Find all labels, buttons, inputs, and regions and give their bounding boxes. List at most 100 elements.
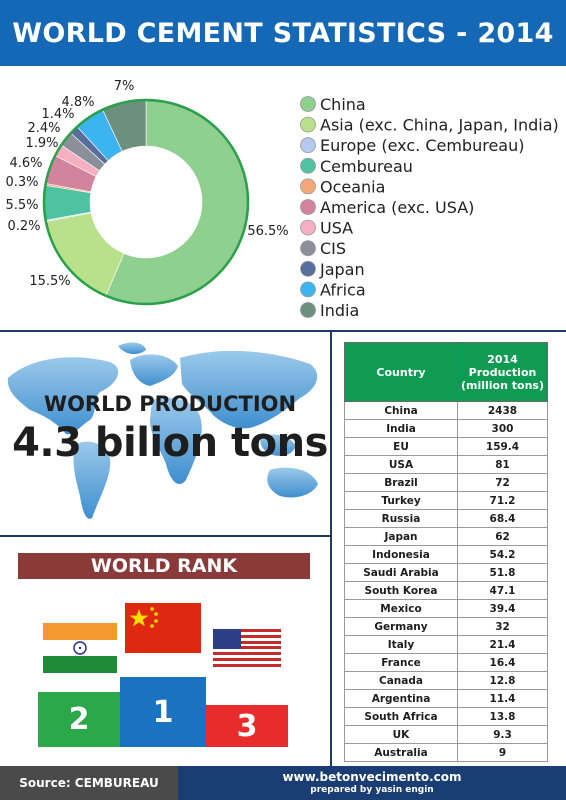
legend-swatch	[300, 260, 316, 277]
table-cell-production: 300	[457, 419, 548, 438]
legend-item-label: USA	[320, 219, 353, 238]
podium-third-number: 3	[236, 708, 258, 744]
china-flag	[125, 603, 201, 653]
table-cell-production: 32	[457, 617, 548, 636]
legend-item-label: CIS	[320, 239, 346, 258]
table-cell-production: 159.4	[457, 437, 548, 456]
table-row: Argentina 11.4	[344, 689, 548, 708]
table-cell-production: 21.4	[457, 635, 548, 654]
table-cell-production: 12.8	[457, 671, 548, 690]
pie-chart: 56.5% 15.5% 0.2% 5.5% 0.3% 4.6% 1.9%2.4%1.4%4.…	[5, 79, 559, 320]
legend-item-label: America (exc. USA)	[320, 198, 474, 217]
section-divider	[0, 330, 566, 332]
table-cell-production: 62	[457, 527, 548, 546]
pie-slice-label: 2.4%	[27, 121, 60, 136]
section-divider	[0, 535, 330, 537]
table-cell-production: 11.4	[457, 689, 548, 708]
pie-outline	[42, 98, 250, 306]
page-title: WORLD CEMENT STATISTICS - 2014	[0, 0, 566, 66]
table-header-line: (million tons)	[460, 378, 544, 392]
podium-third: 3	[206, 705, 288, 747]
pie-slice-label: 0.2%	[7, 219, 40, 234]
legend-item-label: Europe (exc. Cembureau)	[320, 136, 524, 155]
section-divider	[330, 332, 332, 766]
table-row: UK 9.3	[344, 725, 548, 744]
podium-second: 2	[38, 692, 120, 747]
table-cell-country: UK	[344, 725, 458, 744]
pie-slice-label: 56.5%	[247, 224, 288, 239]
pie-slice-label: 15.5%	[29, 274, 70, 289]
table-cell-production: 9	[457, 743, 548, 762]
table-row: Canada 12.8	[344, 671, 548, 690]
table-header-production: 2014 Production (million tons)	[457, 342, 548, 402]
legend-item-label: Oceania	[320, 177, 385, 196]
footer-url[interactable]: www.betonvecimento.com	[282, 770, 462, 784]
legend-item-label: Japan	[319, 260, 365, 279]
table-cell-country: Turkey	[344, 491, 458, 510]
table-cell-production: 51.8	[457, 563, 548, 582]
pie-slice-label: 1.9%	[25, 136, 58, 151]
table-cell-production: 72	[457, 473, 548, 492]
table-row: South Africa 13.8	[344, 707, 548, 726]
production-title: WORLD PRODUCTION	[43, 392, 297, 416]
table-cell-country: India	[344, 419, 458, 438]
table-row: Indonesia 54.2	[344, 545, 548, 564]
table-cell-country: Argentina	[344, 689, 458, 708]
table-row: Mexico 39.4	[344, 599, 548, 618]
table-cell-production: 13.8	[457, 707, 548, 726]
podium-second-number: 2	[68, 702, 90, 737]
table-row: EU 159.4	[344, 437, 548, 456]
table-cell-country: USA	[344, 455, 458, 474]
table-cell-country: Australia	[344, 743, 458, 762]
legend-swatch	[300, 281, 316, 298]
production-table: Country 2014 Production (million tons) C…	[344, 342, 548, 762]
table-row: Australia 9	[344, 743, 548, 762]
table-cell-country: Italy	[344, 635, 458, 654]
table-cell-country: France	[344, 653, 458, 672]
table-row: Italy 21.4	[344, 635, 548, 654]
table-cell-country: Saudi Arabia	[344, 563, 458, 582]
table-header-country: Country	[344, 342, 458, 402]
usa-flag	[213, 629, 281, 667]
legend-swatch	[300, 137, 316, 154]
legend-item-label: China	[320, 95, 366, 114]
table-cell-country: China	[344, 401, 458, 420]
table-cell-country: Germany	[344, 617, 458, 636]
pie-slice-label: 7%	[114, 79, 135, 94]
legend-swatch	[300, 302, 316, 318]
table-cell-country: Japan	[344, 527, 458, 546]
table-row: Saudi Arabia 51.8	[344, 563, 548, 582]
table-header-line: 2014	[487, 352, 518, 366]
footer-prepared-by: prepared by yasin engin	[310, 785, 434, 795]
legend-swatch	[300, 178, 316, 195]
podium-first: 1	[120, 677, 206, 747]
legend-swatch	[300, 199, 316, 215]
table-row: India 300	[344, 419, 548, 438]
rank-title: WORLD RANK	[18, 553, 310, 579]
legend-item-label: Asia (exc. China, Japan, India)	[320, 116, 559, 135]
table-cell-production: 71.2	[457, 491, 548, 510]
table-cell-production: 81	[457, 455, 548, 474]
india-flag	[43, 623, 117, 673]
table-cell-country: EU	[344, 437, 458, 456]
footer-source: Source: CEMBUREAU	[0, 766, 178, 800]
table-row: USA 81	[344, 455, 548, 474]
table-cell-country: Russia	[344, 509, 458, 528]
podium-first-number: 1	[152, 694, 174, 730]
table-cell-country: Canada	[344, 671, 458, 690]
table-cell-country: South Africa	[344, 707, 458, 726]
table-cell-production: 39.4	[457, 599, 548, 618]
legend-swatch	[300, 96, 316, 112]
table-cell-production: 9.3	[457, 725, 548, 744]
table-row: Turkey 71.2	[344, 491, 548, 510]
pie-slice-label: 4.6%	[9, 156, 42, 171]
table-header-row: Country 2014 Production (million tons)	[344, 342, 548, 402]
table-header-line: Production	[468, 365, 537, 379]
pie-slice-label: 1.4%	[41, 107, 74, 122]
table-row: France 16.4	[344, 653, 548, 672]
table-cell-production: 16.4	[457, 653, 548, 672]
table-row: Russia 68.4	[344, 509, 548, 528]
world-map-graphic	[7, 342, 318, 519]
legend-swatch	[300, 219, 316, 236]
table-row: China 2438	[344, 401, 548, 420]
